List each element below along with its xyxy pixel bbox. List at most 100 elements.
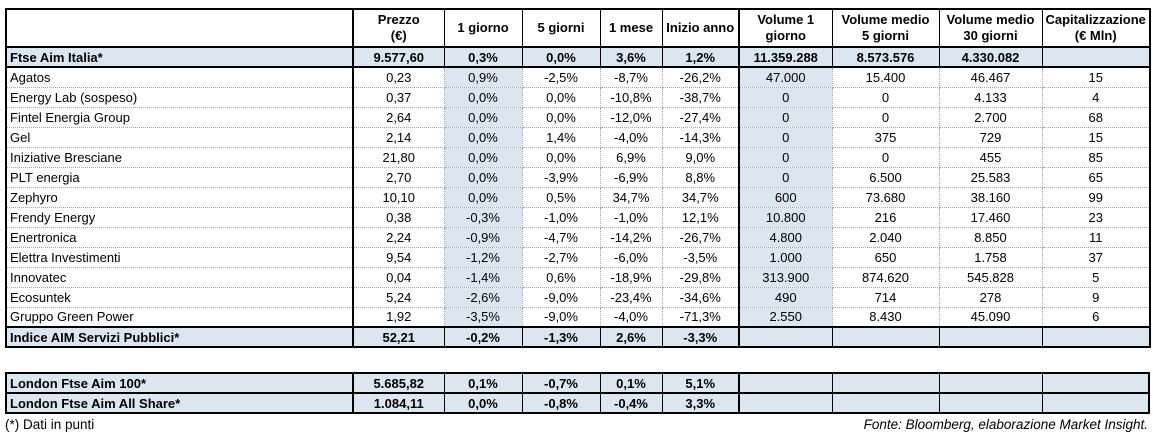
cell-5-giorni: -1,0% — [522, 207, 601, 228]
cell-1-mese: -18,9% — [600, 267, 663, 288]
cell-volume-medio-5-giorni: 0 — [832, 107, 940, 128]
row-london-ftse-aim-all-share: London Ftse Aim All Share* 1.084,11 0,0% -0… — [5, 392, 1150, 414]
cell-prezzo: 52,21 — [352, 326, 445, 347]
aim-italia-table: Prezzo (€) 1 giorno 5 giorni 1 mese Inizio an… — [5, 8, 1151, 348]
cell-1-giorno: 0,0% — [444, 187, 523, 208]
header-cell-1-giorno: 1 giorno — [443, 8, 523, 48]
row-label: Fintel Energia Group — [6, 107, 354, 128]
cell-inizio-anno: 3,3% — [661, 392, 740, 414]
cell-5-giorni: 0,0% — [521, 46, 601, 68]
header-cell-5-giorni: 5 giorni — [521, 8, 601, 48]
cell-1-giorno: 0,0% — [444, 167, 523, 188]
cell-5-giorni: -9,0% — [522, 307, 601, 328]
cell-5-giorni: 0,0% — [522, 147, 601, 168]
cell-capitalizzazione: 6 — [1042, 307, 1150, 328]
cell-volume-1-giorno: 600 — [739, 187, 833, 208]
cell-volume-1-giorno: 0 — [739, 127, 833, 148]
header-cell-inizio-anno: Inizio anno — [661, 8, 740, 48]
cell-5-giorni: 0,0% — [522, 107, 601, 128]
cell-capitalizzazione: 15 — [1042, 127, 1150, 148]
cell-capitalizzazione — [1041, 326, 1151, 347]
cell-1-mese: -0,4% — [599, 392, 663, 414]
cell-1-giorno: -1,2% — [444, 247, 523, 268]
cell-1-giorno: 0,9% — [444, 67, 523, 88]
cell-volume-1-giorno: 4.800 — [739, 227, 833, 248]
header-label-line: 30 giorni — [963, 28, 1018, 43]
header-label-line: Volume 1 — [757, 12, 815, 27]
cell-volume-medio-30-giorni: 25.583 — [939, 167, 1043, 188]
header-cell-volume-medio-30-giorni: Volume medio 30 giorni — [938, 8, 1043, 48]
header-cell-capitalizzazione: Capitalizzazione (€ Mln) — [1041, 8, 1151, 48]
cell-inizio-anno: -3,5% — [662, 247, 740, 268]
london-aim-table: London Ftse Aim 100* 5.685,82 0,1% -0,7% 0,1… — [5, 372, 1150, 414]
row-label: PLT energia — [6, 167, 354, 188]
cell-volume-1-giorno — [738, 392, 833, 414]
cell-volume-medio-5-giorni: 6.500 — [832, 167, 940, 188]
cell-volume-1-giorno: 313.900 — [739, 267, 833, 288]
cell-5-giorni: -0,8% — [521, 392, 601, 414]
cell-1-mese: -4,0% — [600, 127, 663, 148]
cell-1-mese: 0,1% — [599, 372, 663, 394]
cell-prezzo: 0,38 — [353, 207, 445, 228]
cell-volume-medio-5-giorni: 8.573.576 — [831, 46, 940, 68]
row-london-ftse-aim-100: London Ftse Aim 100* 5.685,82 0,1% -0,7% 0,1… — [5, 372, 1150, 394]
header-label-line: (€) — [390, 28, 407, 43]
cell-inizio-anno: 1,2% — [661, 46, 740, 68]
cell-prezzo: 5,24 — [353, 287, 445, 308]
cell-volume-medio-30-giorni: 38.160 — [939, 187, 1043, 208]
cell-prezzo: 21,80 — [353, 147, 445, 168]
row-label: Elettra Investimenti — [6, 247, 354, 268]
cell-volume-medio-5-giorni: 0 — [832, 87, 940, 108]
cell-capitalizzazione: 68 — [1042, 107, 1150, 128]
cell-1-giorno: 0,3% — [443, 46, 523, 68]
cell-volume-1-giorno: 11.359.288 — [738, 46, 833, 68]
cell-1-giorno: -1,4% — [444, 267, 523, 288]
cell-1-giorno: -3,5% — [444, 307, 523, 328]
cell-inizio-anno: 9,0% — [662, 147, 740, 168]
table-header: Prezzo (€) 1 giorno 5 giorni 1 mese Inizio an… — [5, 8, 1151, 48]
cell-volume-1-giorno: 47.000 — [739, 67, 833, 88]
header-label-line: 1 giorno — [457, 20, 509, 35]
header-cell-1-mese: 1 mese — [599, 8, 663, 48]
cell-prezzo: 9.577,60 — [352, 46, 445, 68]
cell-prezzo: 0,04 — [353, 267, 445, 288]
row-agatos: Agatos 0,23 0,9% -2,5% -8,7% -26,2% 47.000 15.4… — [6, 67, 1150, 88]
cell-1-giorno: 0,1% — [443, 372, 523, 394]
cell-volume-medio-5-giorni — [831, 326, 940, 347]
cell-5-giorni: -3,9% — [522, 167, 601, 188]
cell-capitalizzazione — [1041, 372, 1150, 394]
row-gruppo-green-power: Gruppo Green Power 1,92 -3,5% -9,0% -4,0% -71… — [6, 307, 1150, 328]
header-label-line: 1 mese — [608, 20, 654, 35]
cell-prezzo: 5.685,82 — [352, 372, 445, 394]
cell-volume-1-giorno: 2.550 — [739, 307, 833, 328]
cell-volume-medio-5-giorni — [831, 372, 940, 394]
source-note: Fonte: Bloomberg, elaborazione Market In… — [863, 417, 1148, 432]
cell-1-giorno: 0,0% — [444, 127, 523, 148]
row-label: Gruppo Green Power — [6, 307, 354, 328]
row-fintel-energia-group: Fintel Energia Group 2,64 0,0% 0,0% -12,0% -2… — [6, 107, 1150, 128]
cell-volume-medio-30-giorni — [938, 372, 1043, 394]
table-body: Ftse Aim Italia* 9.577,60 0,3% 0,0% 3,6% 1,2%… — [5, 46, 1151, 347]
cell-1-mese: -23,4% — [600, 287, 663, 308]
cell-inizio-anno: -34,6% — [662, 287, 740, 308]
header-cell-volume-1-giorno: Volume 1 giorno — [738, 8, 833, 48]
row-label: Innovatec — [6, 267, 354, 288]
row-gel: Gel 2,14 0,0% 1,4% -4,0% -14,3% 0 375 729 15 — [6, 127, 1150, 148]
header-cell-prezzo: Prezzo (€) — [352, 8, 445, 48]
cell-prezzo: 0,23 — [353, 67, 445, 88]
header-label-line: giorno — [765, 28, 806, 43]
cell-5-giorni: 1,4% — [522, 127, 601, 148]
header-label-line: Capitalizzazione — [1045, 12, 1146, 27]
cell-volume-medio-5-giorni: 874.620 — [832, 267, 940, 288]
cell-1-giorno: 0,0% — [443, 392, 523, 414]
row-plt-energia: PLT energia 2,70 0,0% -3,9% -6,9% 8,8% 0 6.500 2… — [6, 167, 1150, 188]
cell-volume-medio-5-giorni: 15.400 — [832, 67, 940, 88]
cell-capitalizzazione — [1041, 392, 1150, 414]
cell-capitalizzazione: 65 — [1042, 167, 1150, 188]
london-table-body: London Ftse Aim 100* 5.685,82 0,1% -0,7% 0,1… — [5, 372, 1150, 414]
cell-volume-1-giorno: 0 — [739, 87, 833, 108]
cell-volume-medio-5-giorni — [831, 392, 940, 414]
cell-capitalizzazione: 37 — [1042, 247, 1150, 268]
row-innovatec: Innovatec 0,04 -1,4% 0,6% -18,9% -29,8% 313.90… — [6, 267, 1150, 288]
cell-volume-medio-30-giorni: 17.460 — [939, 207, 1043, 228]
